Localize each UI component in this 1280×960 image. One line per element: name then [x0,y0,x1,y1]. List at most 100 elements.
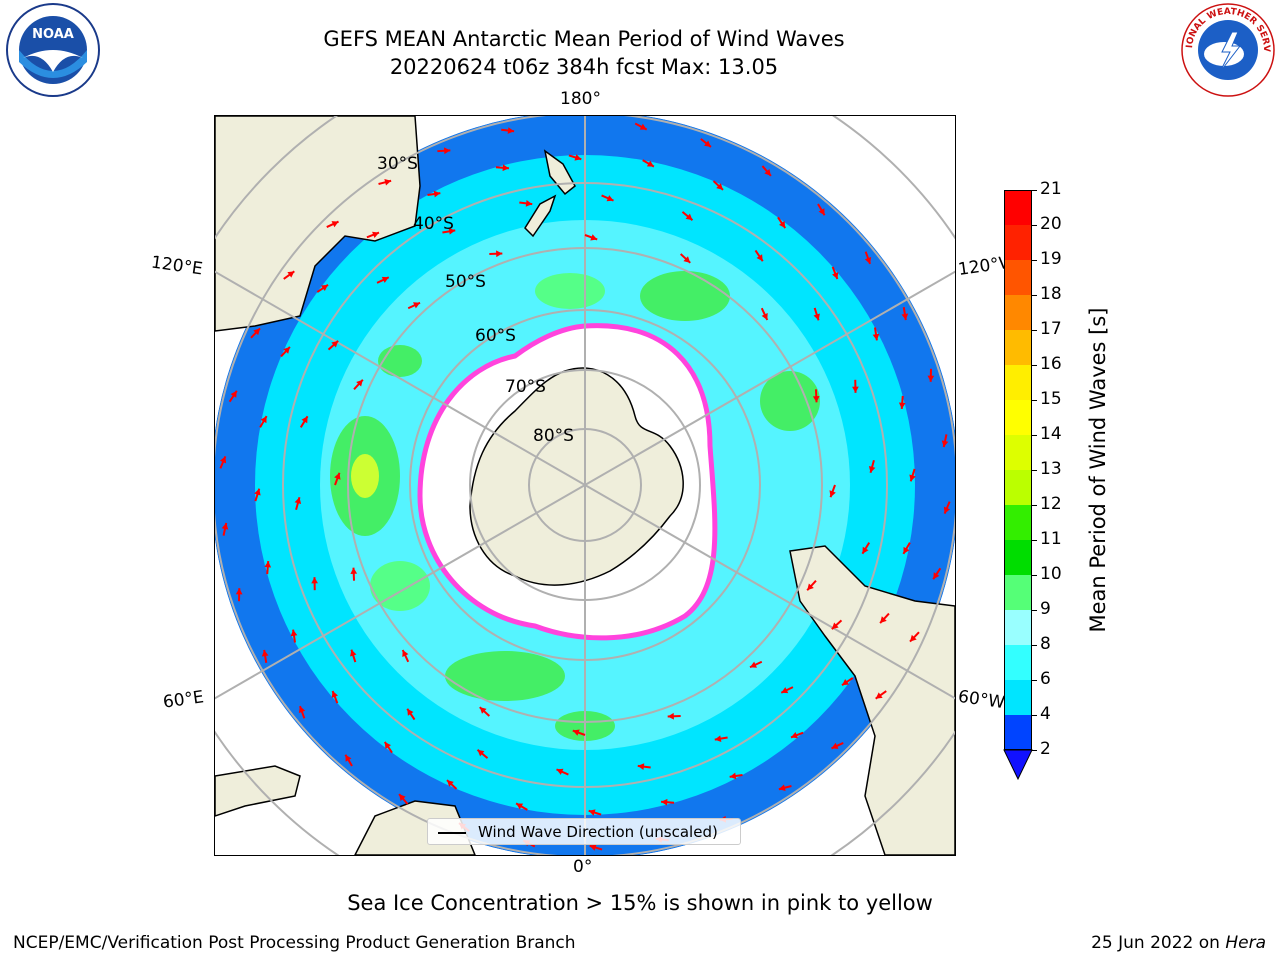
wind-wave-arrow-head [872,333,880,341]
wind-wave-arrow-head [384,179,392,186]
lat-label-60s: 60°S [475,326,516,346]
colorbar-tick-mark [1032,330,1037,331]
wave-patch [535,273,605,309]
wind-wave-arrow-head [831,742,839,749]
wind-wave-arrow-head [331,340,339,348]
colorbar-tick-label: 2 [1040,739,1051,759]
map-title: GEFS MEAN Antarctic Mean Period of Wind … [323,27,845,51]
wave-patch [760,371,820,431]
colorbar-segment [1004,645,1032,680]
wind-wave-arrow-head [898,402,906,409]
colorbar-outline [1004,190,1032,750]
wind-wave-arrow-head [311,577,318,584]
wind-wave-arrow-head [646,160,654,167]
colorbar-tick-label: 15 [1040,389,1062,409]
wind-wave-arrow-head [260,416,267,424]
wind-wave-arrow-head [350,567,358,574]
colorbar-segment [1004,610,1032,645]
colorbar-tick-mark [1032,575,1037,576]
wind-wave-arrows [219,122,951,851]
wind-wave-arrow-head [372,231,380,238]
wind-wave-arrow-head [841,678,849,686]
wave-patch [378,345,422,377]
wind-wave-arrow-head [254,488,261,496]
wind-wave-arrow-head [589,844,597,851]
colorbar-segment [1004,505,1032,540]
lon-label-60w: 60°W [956,686,1007,714]
wind-wave-arrow-head [230,390,237,398]
wind-wave-arrow-head [764,169,771,176]
wind-wave-arrow-head [943,506,951,514]
colorbar-tick-mark [1032,610,1037,611]
colorbar-segment [1004,400,1032,435]
colorbar-segment [1004,190,1032,225]
wind-wave-arrow-head [683,256,691,263]
wind-wave-arrow-head [334,472,341,480]
wind-wave-arrow-head [298,706,306,714]
map-subtitle: 20220624 t06z 384h fcst Max: 13.05 [389,55,779,79]
wind-wave-arrow-head [399,794,406,801]
national-weather-service-logo: NATIONAL WEATHER SERVICE [1176,0,1276,98]
wind-wave-arrow-head [716,183,724,190]
colorbar-label: Mean Period of Wind Waves [s] [1086,307,1110,633]
wind-wave-arrow-head [590,234,598,241]
graticule [215,116,955,855]
wind-wave-arrow-head [749,661,757,668]
wind-wave-arrow-head [283,346,290,354]
colorbar-tick-label: 12 [1040,494,1062,514]
wind-wave-arrow-head [572,729,580,736]
wind-wave-arrow-head [556,768,564,775]
map-canvas: 30°S 40°S 50°S 60°S 70°S 80°S [215,116,955,855]
colorbar-segment [1004,260,1032,295]
wind-wave-arrow-head [927,375,935,382]
wind-wave-arrow-head [448,228,456,235]
colorbar-tick-mark [1032,435,1037,436]
wind-wave-arrow-head [714,735,722,742]
wind-wave-arrow-head [588,809,596,816]
wind-wave-arrow-head [525,200,533,207]
wave-patch [445,651,565,701]
wind-wave-arrow-head [661,798,668,806]
wind-wave-arrow-head [909,474,916,482]
colorbar-tick-label: 9 [1040,599,1051,619]
madagascar-landmass [215,765,301,817]
date-line: 25 Jun 2022 on Hera [1091,933,1266,953]
wind-wave-arrow-head [812,396,820,403]
wind-wave-arrow-head [301,416,308,424]
wind-wave-arrow-head [875,692,883,699]
date-text: 25 Jun 2022 on [1091,933,1226,953]
colorbar-segment [1004,575,1032,610]
colorbar-tick-label: 19 [1040,249,1062,269]
colorbar-tick-label: 4 [1040,704,1051,724]
wind-wave-arrow-head [880,616,887,624]
wave-patch [640,271,730,321]
colorbar-segment [1004,540,1032,575]
date-host: Hera [1225,933,1266,953]
colorbar-tick-mark [1032,225,1037,226]
lon-label-60e: 60°E [161,687,206,713]
noaa-text: NOAA [32,27,74,42]
lat-label-40s: 40°S [413,214,454,234]
wind-wave-arrow-head [477,749,485,757]
wind-wave-arrow-head [321,284,329,292]
wind-wave-arrow-head [704,140,711,147]
wind-wave-arrow-head [407,708,414,716]
wind-wave-arrow-head [253,328,261,336]
colorbar-segment [1004,680,1032,715]
wind-wave-arrow-head [264,561,272,568]
wind-wave-arrow-head [350,649,357,657]
wind-wave-arrow-head [345,754,352,762]
polar-map: 30°S 40°S 50°S 60°S 70°S 80°S [214,115,956,856]
wind-wave-arrow-head [667,712,674,720]
colorbar-tick-mark [1032,190,1037,191]
wind-wave-arrow-head [781,687,789,694]
wind-wave-arrow-head [729,772,737,780]
colorbar-extend-arrow [1003,749,1033,781]
colorbar [1004,190,1032,750]
wind-wave-arrow-head [507,127,515,134]
wind-wave-arrow-head [290,629,298,637]
lon-label-0: 0° [573,857,593,877]
wind-wave-arrow-head [331,221,339,228]
wave-patch-core [351,454,379,498]
colorbar-segment [1004,225,1032,260]
